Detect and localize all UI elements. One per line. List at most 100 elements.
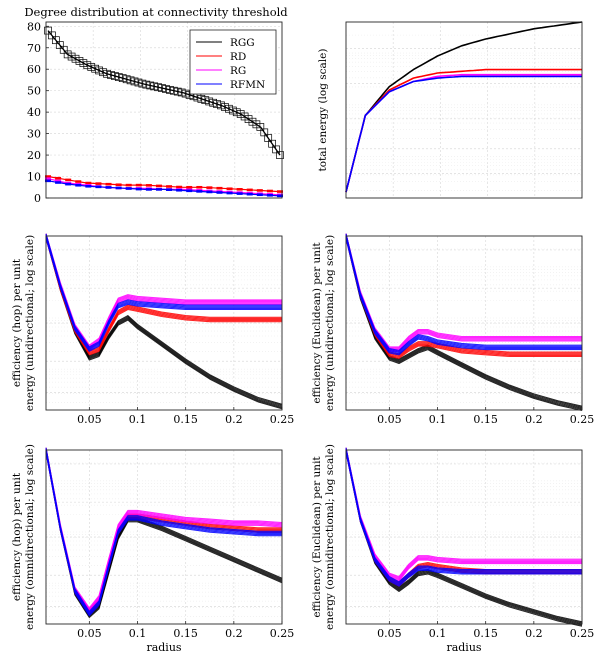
x-tick-label: 0.1 bbox=[129, 627, 147, 640]
degree-marker-rgg bbox=[114, 73, 123, 81]
y-tick-label: 10 bbox=[27, 171, 41, 184]
series-line-rgg bbox=[45, 238, 283, 410]
series-line-rfmn bbox=[345, 234, 582, 353]
degree-marker-rgg bbox=[91, 64, 100, 73]
degree-marker-rgg bbox=[169, 86, 178, 95]
series-line-rgg bbox=[345, 238, 583, 412]
series-line-rd bbox=[345, 238, 582, 359]
x-tick-label: 0.15 bbox=[173, 627, 198, 640]
series-line-rg bbox=[45, 234, 282, 347]
energy-curve-rg bbox=[345, 73, 582, 193]
degree-marker-rgg bbox=[228, 106, 237, 115]
legend-box bbox=[189, 29, 277, 95]
degree-marker-rgg bbox=[201, 96, 210, 104]
series-line-rgg bbox=[345, 452, 583, 627]
y-axis-label: total energy (log scale) bbox=[317, 49, 329, 172]
series-line-rg bbox=[345, 233, 582, 348]
series-line-rfmn bbox=[45, 234, 282, 349]
y-tick-label: 40 bbox=[27, 106, 41, 119]
degree-marker-rgg bbox=[130, 77, 139, 86]
degree-marker-rgg bbox=[126, 76, 135, 85]
series-line-rfmn bbox=[45, 452, 282, 617]
degree-marker-rgg bbox=[197, 94, 206, 103]
series-line-rfmn bbox=[345, 448, 582, 584]
x-tick-label: 0.05 bbox=[77, 627, 102, 640]
degree-marker-rgg bbox=[236, 110, 245, 118]
y-axis-label: efficiency (Euclidean) per unit bbox=[311, 242, 323, 404]
series-line-rfmn bbox=[345, 235, 582, 354]
series-line-rgg bbox=[345, 450, 583, 626]
series-line-rfmn bbox=[45, 233, 282, 348]
axes-frame bbox=[45, 449, 283, 625]
degree-marker-rgg bbox=[134, 78, 143, 87]
series-line-rd bbox=[345, 236, 582, 358]
degree-marker-rgg bbox=[177, 88, 186, 97]
series-line-rg bbox=[345, 236, 582, 351]
degree-marker-rgg bbox=[205, 97, 214, 106]
series-line-rd bbox=[45, 238, 282, 356]
series-line-rfmn bbox=[345, 238, 582, 356]
degree-marker-rgg bbox=[71, 54, 80, 63]
axes-frame bbox=[45, 21, 283, 199]
y-axis-label: energy (unidirectional; log scale) bbox=[324, 235, 336, 411]
y-tick-label: 70 bbox=[27, 42, 41, 55]
degree-marker-rgg bbox=[95, 66, 103, 75]
x-axis-label: radius bbox=[446, 641, 481, 654]
energy-curve-rfmn bbox=[345, 75, 582, 193]
x-tick-label: 0.25 bbox=[570, 413, 595, 426]
x-tick-label: 0.1 bbox=[429, 627, 447, 640]
y-tick-label: 30 bbox=[27, 128, 41, 141]
x-tick-label: 0.1 bbox=[429, 413, 447, 426]
series-line-rgg bbox=[345, 233, 583, 407]
x-axis-label: radius bbox=[146, 641, 181, 654]
y-tick-label: 0 bbox=[34, 192, 41, 205]
degree-marker-rgg bbox=[209, 98, 218, 107]
chart-title: Degree distribution at connectivity thre… bbox=[24, 5, 288, 19]
series-line-rfmn bbox=[345, 450, 582, 586]
x-tick-label: 0.2 bbox=[225, 627, 243, 640]
x-tick-label: 0.2 bbox=[225, 413, 243, 426]
degree-marker-rgg bbox=[67, 52, 76, 61]
series-line-rg bbox=[45, 448, 283, 610]
degree-marker-rgg bbox=[138, 79, 147, 88]
efficiency-panel-4: 0.05 0.1 0.15 0.2 0.25 efficiency (Euclidean)… bbox=[311, 444, 594, 654]
degree-marker-rgg bbox=[103, 69, 111, 78]
legend-label-rgg: RGG bbox=[230, 37, 255, 49]
degree-marker-rgg bbox=[146, 81, 155, 90]
series-line-rgg bbox=[345, 234, 583, 408]
axes-frame bbox=[345, 21, 583, 199]
series-line-rd bbox=[45, 236, 282, 355]
x-tick-label: 0.2 bbox=[525, 627, 543, 640]
degree-marker-rgg bbox=[87, 63, 96, 71]
series-line-rg bbox=[45, 447, 283, 609]
axes-frame bbox=[45, 235, 283, 411]
degree-marker-rgg bbox=[276, 151, 284, 159]
x-tick-label: 0.05 bbox=[377, 627, 402, 640]
axes-frame bbox=[345, 449, 583, 625]
degree-curve-rfmn bbox=[47, 180, 281, 197]
degree-marker-rgg bbox=[217, 101, 225, 110]
series-line-rg bbox=[345, 447, 582, 578]
series-line-rgg bbox=[345, 235, 583, 409]
degree-marker-rgg bbox=[162, 85, 170, 93]
y-axis-label: efficiency (Euclidean) per unit bbox=[311, 456, 323, 618]
series-line-rg bbox=[345, 235, 582, 350]
series-line-rgg bbox=[45, 452, 283, 619]
degree-marker-rgg bbox=[99, 68, 107, 77]
degree-marker-rgg bbox=[232, 108, 241, 117]
x-tick-label: 0.15 bbox=[473, 413, 498, 426]
degree-marker-rgg bbox=[272, 145, 280, 154]
degree-marker-rgg bbox=[268, 139, 276, 148]
series-line-rfmn bbox=[45, 448, 282, 614]
series-line-rfmn bbox=[345, 452, 582, 587]
series-line-rfmn bbox=[45, 235, 282, 350]
degree-marker-rgg bbox=[244, 115, 253, 123]
series-line-rgg bbox=[345, 236, 583, 410]
degree-marker-rgg bbox=[260, 128, 269, 137]
degree-marker-rgg bbox=[252, 120, 261, 129]
efficiency-panel-2: 0.05 0.1 0.15 0.2 0.25 efficiency (Euclidean)… bbox=[311, 233, 595, 426]
degree-marker-rgg bbox=[142, 80, 151, 89]
degree-marker-rgg bbox=[59, 45, 68, 54]
